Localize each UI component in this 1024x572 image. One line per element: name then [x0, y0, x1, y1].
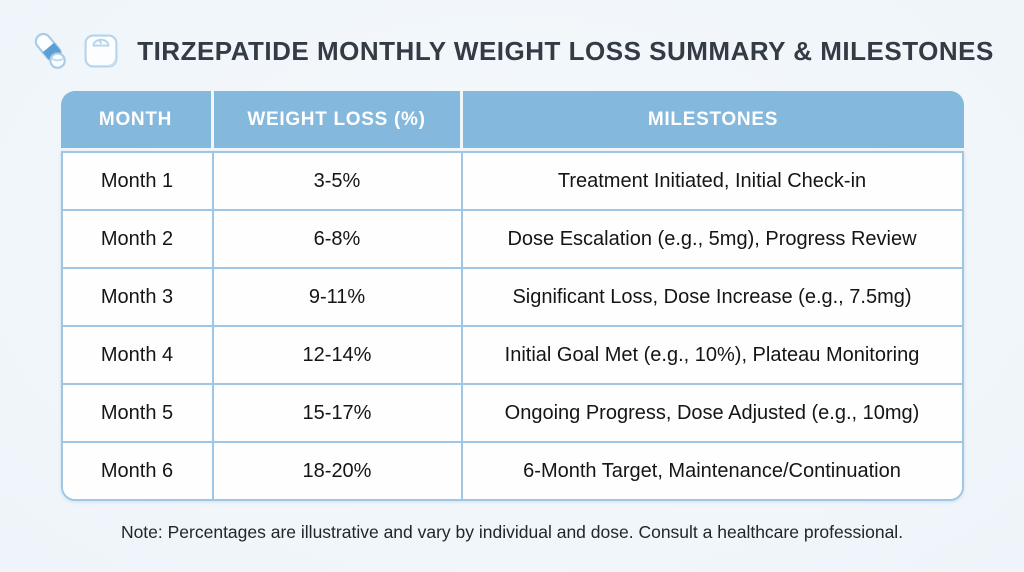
column-header-weight-loss: WEIGHT LOSS (%): [214, 91, 463, 148]
cell-milestones: Dose Escalation (e.g., 5mg), Progress Re…: [507, 227, 917, 250]
cell-weight-loss: 15-17%: [214, 385, 463, 441]
column-header-milestones: MILESTONES: [647, 108, 779, 130]
table-row-month-1: Month 1 3-5% Treatment Initiated, Initia…: [62, 153, 962, 211]
table-row-month-4: Month 4 12-14% Initial Goal Met (e.g., 1…: [62, 327, 962, 385]
page-title: TIRZEPATIDE MONTHLY WEIGHT LOSS SUMMARY …: [137, 35, 994, 66]
cell-month: Month 2: [63, 211, 214, 267]
table-header-row: MONTH WEIGHT LOSS (%) MILESTONES: [60, 91, 964, 148]
cell-weight-loss: 12-14%: [214, 327, 463, 383]
table-row-month-3: Month 3 9-11% Significant Loss, Dose Inc…: [62, 269, 962, 327]
column-header-month: MONTH: [61, 91, 214, 148]
footnote: Note: Percentages are illustrative and v…: [120, 522, 904, 542]
cell-milestones: Ongoing Progress, Dose Adjusted (e.g., 1…: [504, 401, 920, 424]
cell-month: Month 6: [63, 443, 214, 499]
cell-weight-loss: 9-11%: [214, 269, 463, 325]
cell-milestones: Initial Goal Met (e.g., 10%), Plateau Mo…: [504, 343, 920, 366]
table-body: Month 1 3-5% Treatment Initiated, Initia…: [60, 151, 964, 501]
cell-milestones: Treatment Initiated, Initial Check-in: [557, 169, 867, 192]
table-row-month-5: Month 5 15-17% Ongoing Progress, Dose Ad…: [62, 385, 962, 443]
cell-month: Month 3: [63, 269, 214, 325]
title-bar: TIRZEPATIDE MONTHLY WEIGHT LOSS SUMMARY …: [0, 0, 1024, 74]
weight-loss-table: MONTH WEIGHT LOSS (%) MILESTONES Month 1…: [60, 91, 964, 501]
cell-month: Month 5: [63, 385, 214, 441]
table-row-month-6: Month 6 18-20% 6-Month Target, Maintenan…: [62, 443, 962, 499]
cell-weight-loss: 18-20%: [214, 443, 463, 499]
cell-month: Month 4: [63, 327, 214, 383]
cell-milestones: Significant Loss, Dose Increase (e.g., 7…: [512, 285, 912, 308]
weight-scale-icon: [81, 31, 121, 71]
cell-weight-loss: 3-5%: [214, 153, 463, 209]
cell-milestones: 6-Month Target, Maintenance/Continuation: [523, 459, 901, 482]
table-row-month-2: Month 2 6-8% Dose Escalation (e.g., 5mg)…: [62, 211, 962, 269]
cell-month: Month 1: [63, 153, 214, 209]
cell-weight-loss: 6-8%: [214, 211, 463, 267]
pill-capsule-icon: [30, 30, 72, 72]
